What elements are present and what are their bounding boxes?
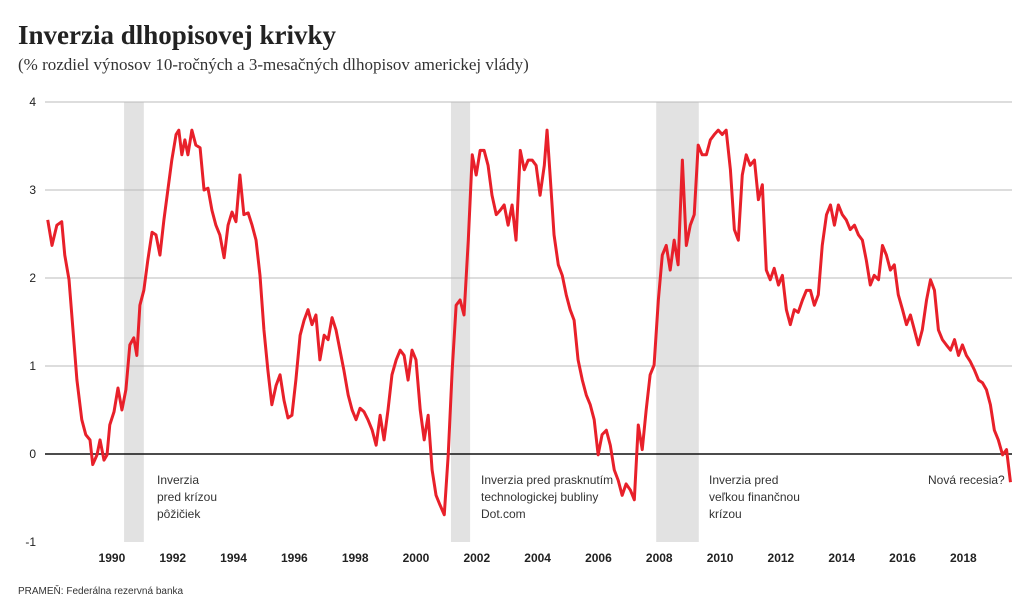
plot-area: -1 0 1 2 3 4 1990 1992 1994 1996 1998 2000 2002 2004 2… [25,95,1012,565]
annotation: Inverzia pred prasknutím [481,473,613,487]
recession-band [124,102,144,542]
recession-band [450,102,471,542]
x-tick-label: 2014 [828,551,855,565]
source: PRAMEŇ: Federálna rezervná banka [18,584,184,597]
annotation: pred krízou [157,490,217,504]
annotation: Inverzia [157,473,199,487]
y-tick-label: 0 [29,447,36,461]
x-tick-label: 2004 [524,551,551,565]
annotation: technologickej bubliny [481,490,598,504]
x-tick-label: 2002 [463,551,490,565]
x-tick-label: 2000 [403,551,430,565]
y-tick-label: 2 [29,271,36,285]
x-tick-label: 1998 [342,551,369,565]
y-tick-label: -1 [25,535,36,549]
annotation: Inverzia pred [709,473,778,487]
x-tick-label: 1990 [99,551,126,565]
x-tick-label: 2016 [889,551,916,565]
x-tick-label: 2018 [950,551,977,565]
x-tick-label: 1992 [159,551,186,565]
annotation: krízou [709,507,742,521]
annotation: pôžičiek [157,507,201,521]
y-tick-label: 3 [29,183,36,197]
x-tick-label: 1996 [281,551,308,565]
y-tick-label: 1 [29,359,36,373]
annotation: Dot.com [481,507,526,521]
annotation: Nová recesia? [928,473,1005,487]
x-tick-label: 2012 [768,551,795,565]
y-tick-label: 4 [29,95,36,109]
annotation: veľkou finančnou [709,490,800,504]
x-tick-label: 2010 [707,551,734,565]
recession-band [656,102,699,542]
x-tick-label: 2008 [646,551,673,565]
x-tick-label: 2006 [585,551,612,565]
chart-subtitle: (% rozdiel výnosov 10-ročných a 3-mesačn… [18,55,529,74]
data-line [46,128,1012,517]
x-tick-label: 1994 [220,551,247,565]
chart-title: Inverzia dlhopisovej krivky [18,20,337,50]
